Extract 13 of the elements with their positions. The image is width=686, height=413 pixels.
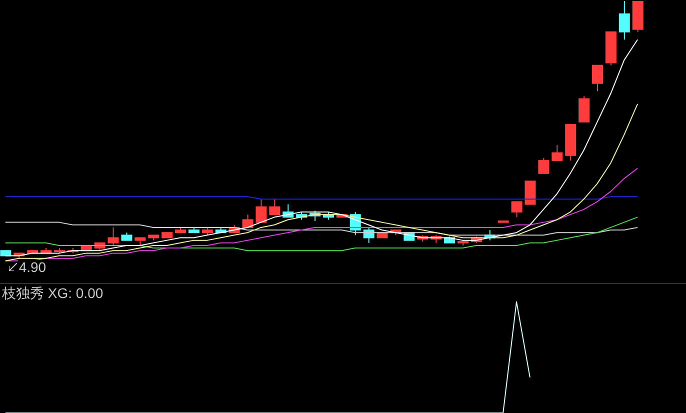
- candlestick: [538, 157, 550, 174]
- candlestick: [511, 201, 522, 218]
- candlestick: [269, 198, 280, 216]
- annotation: 4.90: [18, 259, 48, 276]
- chart-title: 枝独秀 XG: 0.00: [2, 285, 104, 303]
- candlestick: [592, 64, 603, 92]
- candlestick: [618, 1, 630, 40]
- candlestick: [578, 96, 590, 122]
- candlestick: [242, 214, 254, 228]
- candlestick: [108, 226, 119, 246]
- candlestick: [256, 198, 267, 223]
- candlestick: [552, 144, 563, 162]
- candlestick: [524, 180, 536, 205]
